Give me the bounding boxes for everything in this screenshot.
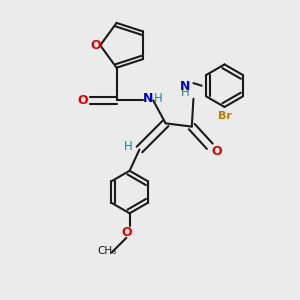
Text: O: O xyxy=(77,94,88,107)
Text: H: H xyxy=(181,86,190,99)
Text: N: N xyxy=(143,92,153,105)
Text: H: H xyxy=(124,140,132,153)
Text: O: O xyxy=(211,145,222,158)
Text: N: N xyxy=(180,80,190,93)
Text: H: H xyxy=(154,92,163,105)
Text: CH₃: CH₃ xyxy=(97,246,116,256)
Text: Br: Br xyxy=(218,111,231,121)
Text: O: O xyxy=(121,226,132,239)
Text: O: O xyxy=(90,39,101,52)
